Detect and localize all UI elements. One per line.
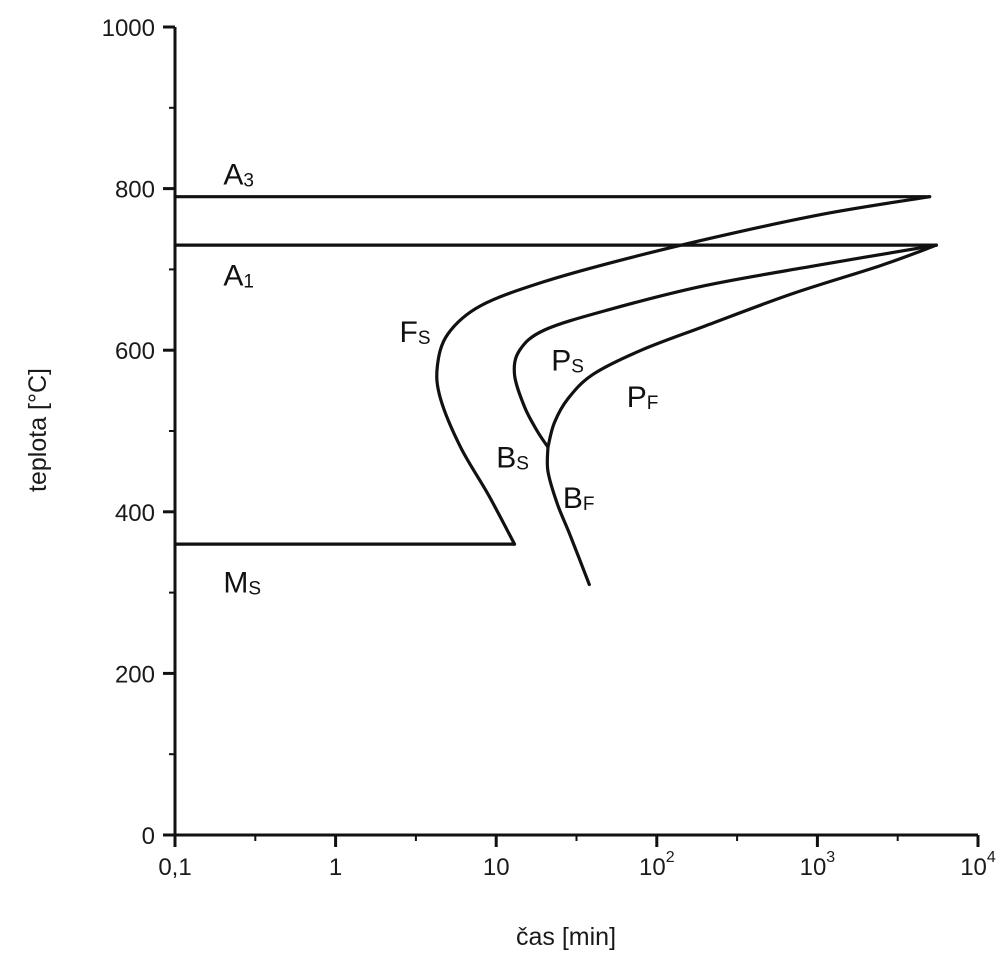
- x-tick-label: 1: [329, 854, 342, 881]
- label-pf: PF: [627, 381, 659, 414]
- label-a3: A3: [223, 159, 254, 192]
- y-tick-label: 0: [142, 823, 155, 850]
- y-tick-label: 600: [115, 338, 155, 365]
- transformation-curves: [173, 195, 938, 587]
- label-ms: MS: [223, 567, 261, 600]
- y-axis-ticks: 0 200 400 600 800 1000: [102, 15, 175, 850]
- y-axis-title: teplota [°C]: [24, 368, 52, 492]
- x-tick-label: 103: [800, 849, 836, 881]
- curve-ps: [512, 243, 938, 449]
- x-tick-label: 10: [483, 854, 510, 881]
- curve-bf: [545, 445, 591, 587]
- label-bs: BS: [496, 441, 529, 474]
- x-axis-title: čas [min]: [516, 923, 616, 951]
- y-tick-label: 800: [115, 177, 155, 204]
- label-bf: BF: [563, 482, 595, 515]
- curve-pf: [546, 243, 938, 449]
- axes: [173, 27, 978, 837]
- label-fs: FS: [400, 316, 431, 349]
- y-tick-label: 1000: [102, 15, 155, 42]
- curve-fs: [435, 195, 932, 546]
- x-tick-label: 0,1: [158, 854, 191, 881]
- x-tick-label: 104: [960, 849, 996, 881]
- x-axis-ticks: 0,1 1 10 102 103 104: [158, 835, 996, 881]
- label-a1: A1: [223, 260, 254, 293]
- y-tick-label: 400: [115, 500, 155, 527]
- y-tick-label: 200: [115, 661, 155, 688]
- curve-labels: A3 A1 MS FS PS PF BF BS: [223, 159, 658, 600]
- x-tick-label: 102: [639, 849, 675, 881]
- label-ps: PS: [551, 344, 584, 377]
